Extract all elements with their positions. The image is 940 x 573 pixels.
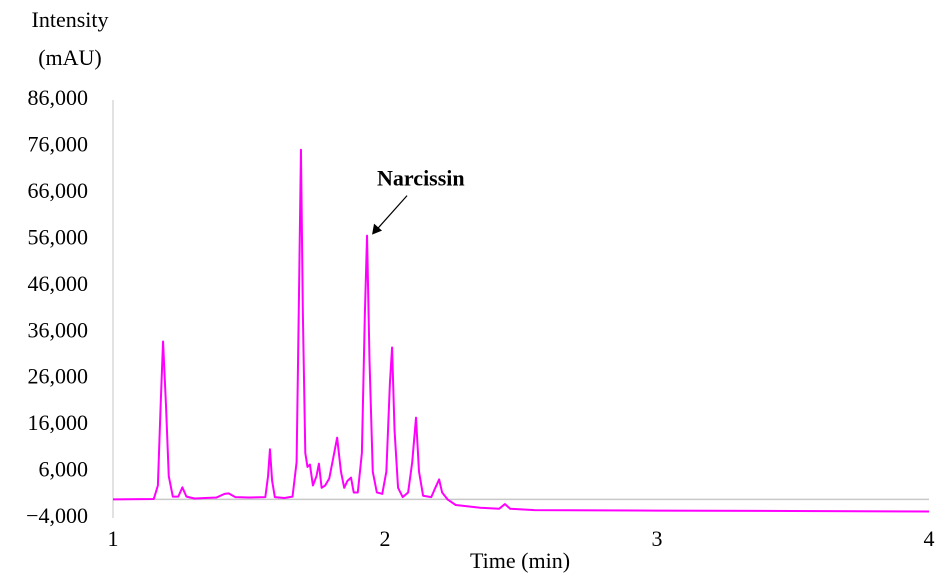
x-tick-label: 3: [652, 526, 663, 551]
annotation-arrowhead: [372, 223, 383, 235]
line: [112, 148, 930, 513]
x-tick-label: 4: [924, 526, 935, 551]
y-tick-label: 46,000: [28, 271, 89, 296]
y-tick-label: 16,000: [28, 410, 89, 435]
x-tick-label: 1: [108, 526, 119, 551]
x-tick-label: 2: [380, 526, 391, 551]
y-tick-label: 36,000: [28, 317, 89, 342]
y-tick-label: −4,000: [26, 503, 88, 528]
y-tick-label: 26,000: [28, 364, 89, 389]
y-tick-label: 76,000: [28, 131, 89, 156]
y-tick-label: 66,000: [28, 178, 89, 203]
y-tick-label: 56,000: [28, 224, 89, 249]
y-axis-label: Intensity: [32, 7, 109, 32]
annotation-label: Narcissin: [377, 166, 465, 191]
annotation-arrow: [373, 195, 408, 234]
y-axis-label: (mAU): [38, 45, 102, 70]
y-tick-label: 6,000: [39, 457, 89, 482]
x-axis-label: Time (min): [470, 548, 570, 573]
y-tick-label: 86,000: [28, 85, 89, 110]
